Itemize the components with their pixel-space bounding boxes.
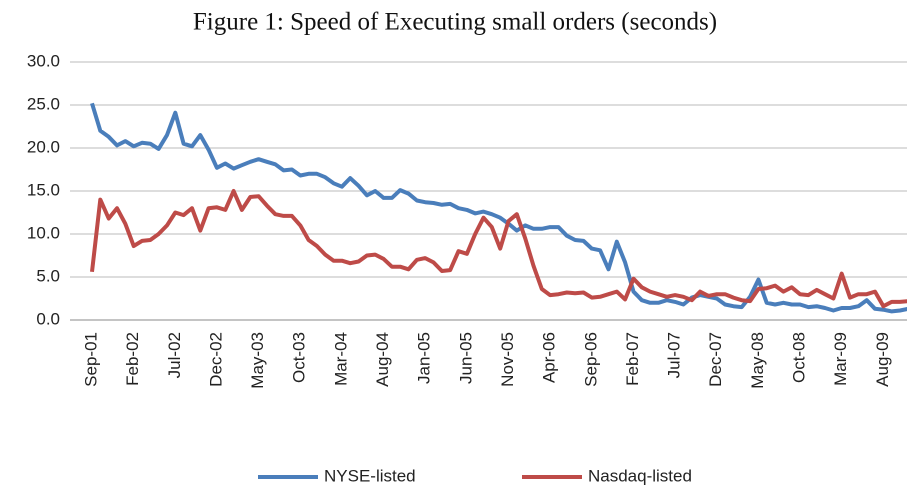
x-tick-label: Jun-05 <box>456 332 475 384</box>
x-tick-label: Dec-02 <box>206 332 225 387</box>
x-tick-label: Aug-04 <box>373 332 392 387</box>
chart-title: Figure 1: Speed of Executing small order… <box>193 9 717 36</box>
x-tick-label: Dec-07 <box>706 332 725 387</box>
y-tick-label: 10.0 <box>27 223 60 242</box>
x-tick-label: Mar-09 <box>831 332 850 386</box>
legend-label: NYSE-listed <box>324 466 416 485</box>
data-line <box>90 102 907 314</box>
x-tick-label: Jul-02 <box>165 332 184 378</box>
x-tick-label: Feb-07 <box>623 332 642 386</box>
y-tick-label: 5.0 <box>36 266 60 285</box>
x-tick-label: Mar-04 <box>331 332 350 386</box>
y-tick-label: 15.0 <box>27 180 60 199</box>
x-tick-label: May-08 <box>748 332 767 389</box>
x-tick-label: Aug-09 <box>873 332 892 387</box>
x-tick-label: Sep-06 <box>581 332 600 387</box>
x-tick-label: May-03 <box>248 332 267 389</box>
y-tick-label: 20.0 <box>27 137 60 156</box>
y-tick-label: 25.0 <box>27 94 60 113</box>
x-tick-label: Jan-05 <box>415 332 434 384</box>
x-tick-label: Apr-06 <box>540 332 559 383</box>
x-tick-label: Oct-03 <box>290 332 309 383</box>
x-tick-label: Sep-01 <box>81 332 100 387</box>
legend-label: Nasdaq-listed <box>588 466 692 485</box>
x-tick-label: Jul-07 <box>665 332 684 378</box>
y-tick-label: 0.0 <box>36 309 60 328</box>
x-tick-label: Oct-08 <box>790 332 809 383</box>
data-line <box>90 189 907 309</box>
x-tick-label: Feb-02 <box>123 332 142 386</box>
x-tick-label: Nov-05 <box>498 332 517 387</box>
y-tick-label: 30.0 <box>27 51 60 70</box>
